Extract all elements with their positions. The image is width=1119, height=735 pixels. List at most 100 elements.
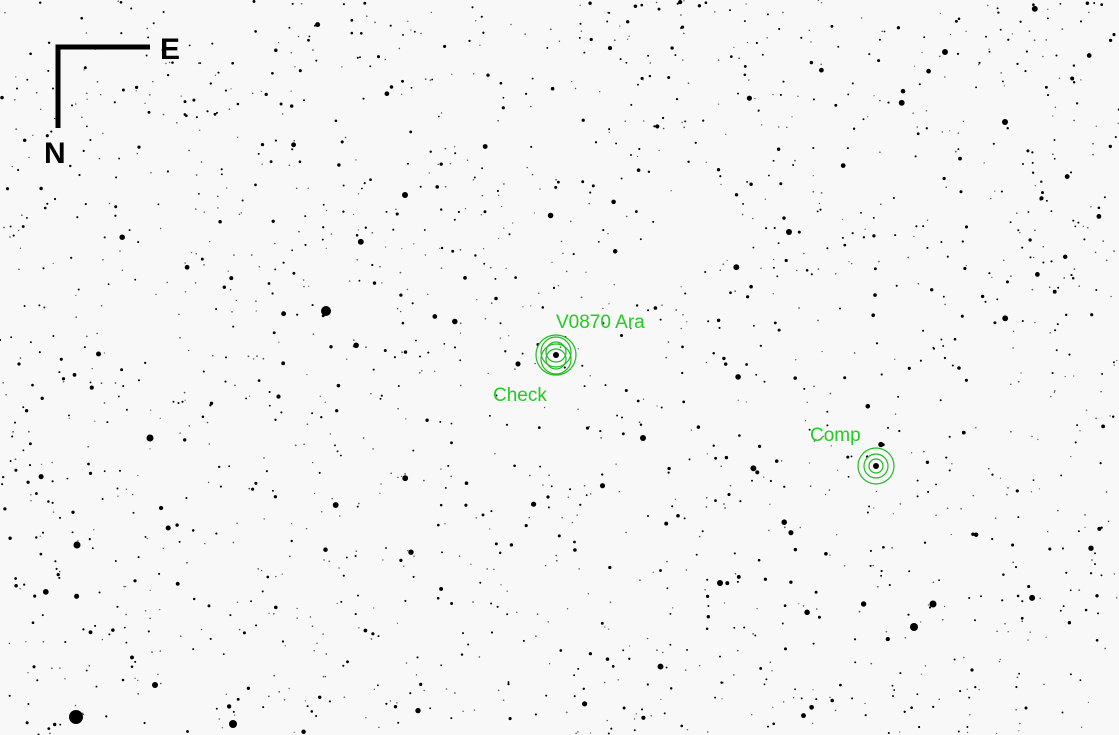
star	[501, 205, 503, 208]
star	[646, 683, 649, 686]
star	[490, 631, 494, 634]
star	[431, 78, 434, 81]
star	[398, 47, 401, 50]
star	[783, 604, 787, 608]
star	[162, 547, 165, 550]
star	[291, 2, 294, 5]
star	[633, 718, 636, 720]
star	[879, 99, 881, 102]
star	[190, 252, 193, 254]
star	[983, 162, 985, 164]
star	[640, 3, 644, 7]
star	[968, 596, 971, 600]
star	[224, 89, 227, 92]
star	[509, 543, 514, 547]
star	[113, 101, 116, 104]
star	[769, 479, 772, 483]
star	[159, 417, 161, 420]
star	[791, 116, 793, 118]
star	[649, 62, 652, 64]
star	[639, 423, 643, 426]
star	[322, 226, 325, 229]
star	[28, 156, 30, 159]
star	[1045, 199, 1048, 202]
star	[745, 401, 747, 403]
star	[848, 260, 850, 263]
star	[28, 464, 32, 467]
star	[451, 249, 455, 253]
star	[864, 714, 867, 717]
star	[1060, 474, 1063, 477]
star	[573, 695, 576, 698]
star	[694, 141, 697, 144]
star	[801, 713, 806, 719]
star	[339, 515, 341, 517]
star	[841, 236, 844, 239]
star	[115, 176, 118, 179]
star	[607, 732, 610, 735]
star	[534, 713, 537, 716]
star	[148, 93, 151, 96]
star	[224, 380, 227, 383]
star	[219, 485, 222, 488]
comp-label: Comp	[810, 425, 861, 446]
star	[852, 127, 856, 130]
star	[343, 696, 346, 698]
star	[917, 282, 920, 285]
star	[926, 68, 931, 74]
star	[899, 503, 902, 505]
star	[137, 556, 140, 559]
star	[372, 368, 375, 371]
star	[932, 705, 935, 708]
star	[555, 559, 558, 562]
star	[415, 707, 421, 714]
star	[5, 393, 7, 396]
star	[767, 725, 769, 728]
star	[549, 28, 552, 31]
star	[256, 355, 258, 357]
star	[898, 99, 905, 106]
star	[602, 229, 605, 232]
star	[450, 422, 453, 425]
star	[11, 435, 14, 438]
star	[763, 476, 765, 478]
star	[516, 611, 518, 614]
star	[236, 102, 240, 106]
star	[888, 583, 891, 587]
star	[838, 307, 842, 310]
star	[342, 184, 345, 187]
star	[812, 98, 815, 101]
star	[89, 385, 94, 390]
star	[402, 33, 404, 36]
star	[970, 668, 974, 672]
star	[778, 27, 781, 31]
star	[258, 265, 261, 268]
star	[0, 339, 2, 341]
star	[772, 722, 775, 726]
star	[50, 130, 53, 133]
star	[525, 92, 528, 95]
star	[935, 483, 938, 486]
star	[534, 362, 536, 365]
star	[737, 92, 739, 95]
star	[1080, 79, 1082, 81]
star	[499, 322, 502, 325]
star	[1061, 547, 1064, 550]
star	[1001, 80, 1004, 83]
star	[1039, 198, 1042, 201]
star	[100, 382, 103, 385]
star	[1072, 80, 1076, 84]
star	[98, 157, 101, 160]
star	[615, 142, 618, 145]
star	[1103, 196, 1106, 199]
star	[220, 168, 223, 171]
star	[670, 46, 674, 50]
star	[290, 90, 292, 92]
star	[769, 661, 772, 663]
star	[281, 361, 286, 366]
star	[587, 593, 590, 595]
star	[942, 344, 945, 347]
star	[547, 506, 550, 509]
star	[667, 76, 671, 79]
star	[599, 430, 602, 433]
